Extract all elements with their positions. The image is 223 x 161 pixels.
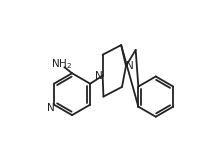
Text: NH$_2$: NH$_2$ bbox=[51, 57, 72, 71]
Text: N: N bbox=[47, 103, 55, 113]
Text: N: N bbox=[95, 71, 103, 81]
Text: N: N bbox=[126, 61, 134, 71]
